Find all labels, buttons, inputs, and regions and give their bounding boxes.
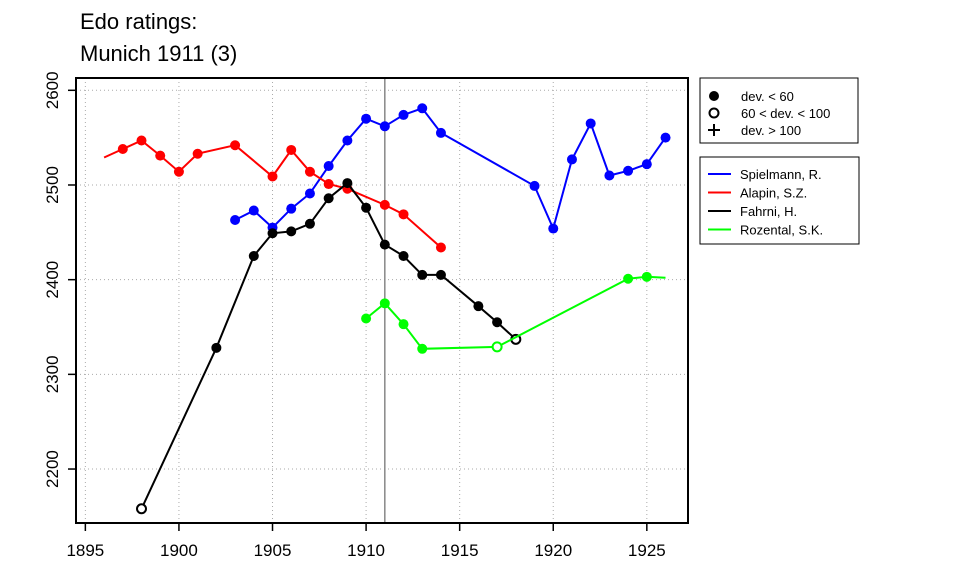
data-point: [267, 228, 278, 239]
x-tick-label: 1915: [441, 541, 479, 560]
data-point: [342, 178, 353, 189]
y-tick-label: 2500: [43, 166, 62, 204]
data-point: [641, 159, 652, 170]
data-point: [342, 135, 353, 146]
data-point: [136, 135, 147, 146]
x-tick-label: 1925: [628, 541, 666, 560]
data-point: [286, 226, 297, 237]
data-point: [492, 317, 503, 328]
axes: 1895 1900 1905 1910 1915 1920 1925 2200 2300 2400…: [43, 71, 666, 560]
legend-series-label: Fahrni, H.: [740, 204, 797, 219]
chart-title-line-1: Edo ratings:: [80, 9, 197, 34]
chart-title-line-2: Munich 1911 (3): [80, 41, 237, 66]
y-tick-label: 2400: [43, 261, 62, 299]
series-layer: [103, 103, 671, 515]
data-point: [117, 144, 128, 155]
data-point: [641, 271, 652, 282]
data-point: [173, 166, 184, 177]
legend-symbol-filled-circle: [709, 91, 719, 101]
y-tick-label: 2300: [43, 355, 62, 393]
x-tick-label: 1895: [66, 541, 104, 560]
x-tick-label: 1920: [534, 541, 572, 560]
data-point: [323, 161, 334, 172]
x-tick-label: 1910: [347, 541, 385, 560]
data-point: [323, 179, 334, 190]
legend-marker-label: dev. < 60: [741, 89, 794, 104]
data-point: [398, 109, 409, 120]
data-point: [379, 298, 390, 309]
data-point: [398, 319, 409, 330]
data-point: [398, 251, 409, 261]
data-point: [548, 223, 559, 234]
legend-marker-label: dev. > 100: [741, 123, 801, 138]
data-point: [323, 193, 334, 204]
data-point: [529, 180, 540, 191]
data-point: [248, 251, 259, 261]
data-point: [361, 202, 372, 213]
plot-frame: [75, 77, 689, 524]
data-point-open: [136, 503, 148, 515]
data-point: [417, 343, 428, 354]
legend-series-label: Spielmann, R.: [740, 167, 822, 182]
data-point: [304, 188, 315, 199]
legend-symbol-open-circle: [708, 107, 720, 119]
data-point: [417, 103, 428, 114]
y-tick-label: 2200: [43, 450, 62, 488]
data-point: [566, 154, 577, 165]
data-point: [267, 171, 278, 182]
x-tick-label: 1900: [160, 541, 198, 560]
series-2: [136, 178, 522, 515]
data-point: [623, 273, 634, 284]
series-1: [103, 135, 446, 253]
data-point: [286, 144, 297, 155]
series-3: [361, 271, 666, 354]
data-point: [585, 118, 596, 129]
series-0: [230, 103, 671, 234]
data-point: [435, 269, 446, 280]
marker-legend-frame: [699, 77, 859, 144]
data-point: [417, 269, 428, 280]
data-point: [155, 150, 166, 161]
legend-series-label: Alapin, S.Z.: [740, 186, 807, 201]
data-point: [379, 121, 390, 132]
legend-series-label: Rozental, S.K.: [740, 223, 823, 238]
data-point: [211, 342, 222, 353]
series-line: [140, 181, 517, 510]
x-tick-label: 1905: [254, 541, 292, 560]
data-point: [379, 199, 390, 210]
data-point: [435, 242, 446, 253]
data-point: [248, 205, 259, 216]
data-point: [435, 127, 446, 138]
series-line: [234, 107, 667, 232]
data-point: [304, 166, 315, 177]
data-point: [192, 148, 203, 159]
y-tick-label: 2600: [43, 71, 62, 109]
marker-legend: dev. < 60 60 < dev. < 100 dev. > 100: [699, 77, 859, 144]
series-line: [365, 275, 666, 350]
data-point: [286, 203, 297, 214]
data-point: [473, 301, 484, 312]
data-point: [379, 239, 390, 250]
legend-marker-label: 60 < dev. < 100: [741, 106, 830, 121]
data-point: [230, 215, 241, 226]
data-point: [604, 170, 615, 181]
data-point: [623, 165, 634, 176]
data-point-open: [491, 341, 503, 353]
data-point: [361, 113, 372, 124]
data-point: [304, 218, 315, 229]
data-point: [660, 132, 671, 143]
data-point: [230, 140, 241, 151]
series-legend: Spielmann, R. Alapin, S.Z. Fahrni, H. Rozen…: [699, 156, 860, 245]
data-point: [361, 313, 372, 324]
data-point: [398, 209, 409, 220]
